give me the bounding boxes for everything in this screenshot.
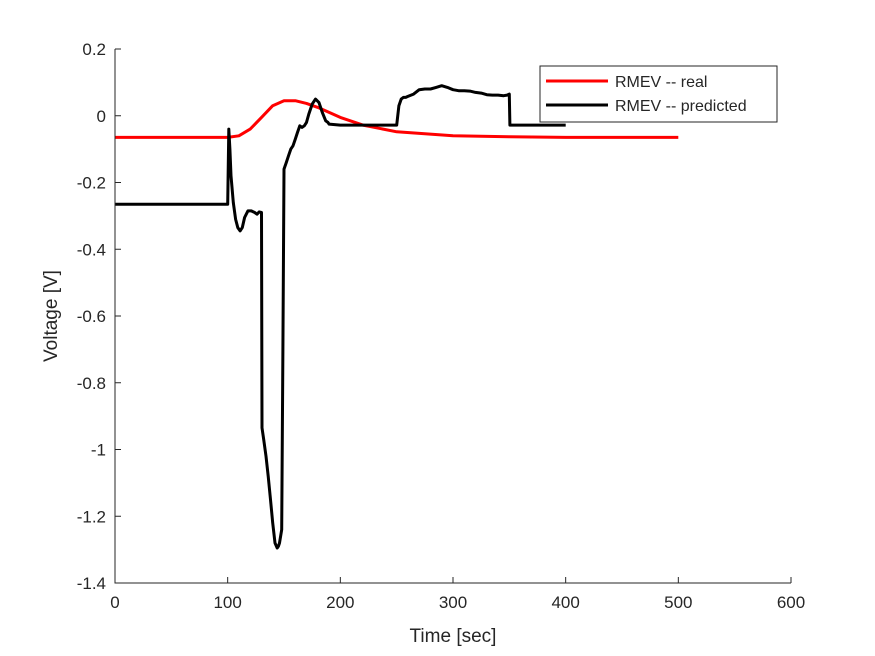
- x-tick-label: 100: [213, 593, 241, 612]
- y-tick-label: -1: [91, 441, 106, 460]
- x-tick-label: 0: [110, 593, 119, 612]
- y-tick-label: -1.4: [77, 574, 106, 593]
- legend-label-predicted: RMEV -- predicted: [615, 98, 747, 115]
- series-line-rmev-real: [115, 99, 679, 139]
- y-tick-label: -0.4: [77, 240, 106, 259]
- x-axis-ticks: 0 100 200 300 400 500 600: [110, 577, 805, 612]
- plot-area: [115, 49, 791, 583]
- y-tick-label: -0.2: [77, 174, 106, 193]
- y-tick-label: 0.2: [82, 40, 106, 59]
- x-tick-label: 300: [439, 593, 467, 612]
- y-tick-label: 0: [97, 107, 106, 126]
- x-axis-label: Time [sec]: [410, 626, 497, 647]
- x-tick-label: 400: [551, 593, 579, 612]
- y-tick-label: -0.8: [77, 374, 106, 393]
- legend: RMEV -- real RMEV -- predicted: [539, 65, 778, 123]
- y-axis-label: Voltage [V]: [41, 270, 62, 362]
- x-tick-label: 600: [777, 593, 805, 612]
- x-tick-label: 500: [664, 593, 692, 612]
- y-tick-label: -1.2: [77, 507, 106, 526]
- y-tick-label: -0.6: [77, 307, 106, 326]
- x-tick-label: 200: [326, 593, 354, 612]
- series-line-rmev-predicted: [115, 84, 566, 550]
- legend-box: [539, 65, 778, 123]
- legend-label-real: RMEV -- real: [615, 74, 707, 91]
- y-axis-ticks: -1.4 -1.2 -1 -0.8 -0.6 -0.4 -0.2 0 0.2: [77, 40, 121, 593]
- series-layer: [115, 84, 679, 550]
